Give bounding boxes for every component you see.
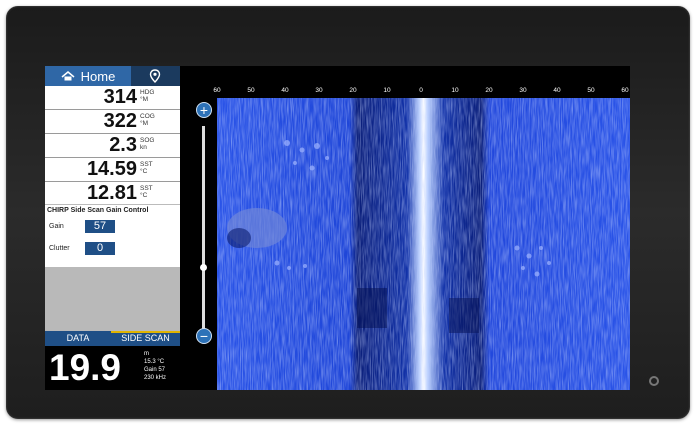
reading-speed: 2.3 SOG kn xyxy=(45,134,180,158)
reading-course: 322 COG °M xyxy=(45,110,180,134)
scale-tick: 10 xyxy=(451,87,459,94)
scale-tick: 20 xyxy=(485,87,493,94)
reading-value: 14.59 xyxy=(86,158,137,180)
gain-control-title: CHIRP Side Scan Gain Control xyxy=(47,207,149,214)
gain-readout: Gain 57 xyxy=(144,367,166,373)
range-scale: 60 50 40 30 20 10 0 10 20 30 40 50 60 xyxy=(180,87,630,99)
screen: Home 314 HDG °M 322 COG °M 2.3 xyxy=(45,66,630,390)
depth-details: m 15.3 °C Gain 57 230 kHz xyxy=(144,350,166,382)
reading-label: SOG kn xyxy=(140,137,155,151)
sonar-imagery xyxy=(217,98,630,390)
water-temperature: 15.3 °C xyxy=(144,359,165,365)
depth-panel: 19.9 m 15.3 °C Gain 57 230 kHz xyxy=(45,346,180,390)
scale-tick: 60 xyxy=(621,87,629,94)
gain-label: Gain xyxy=(49,223,64,230)
reading-sea-temp-2: 12.81 SST °C xyxy=(45,182,180,206)
location-pin-icon[interactable] xyxy=(149,69,161,83)
reading-value: 2.3 xyxy=(109,134,137,156)
scale-tick: 60 xyxy=(213,87,221,94)
reading-label: HDG °M xyxy=(140,89,155,103)
gain-control-panel: CHIRP Side Scan Gain Control Gain 57 Clu… xyxy=(45,204,180,267)
scale-tick: 20 xyxy=(349,87,357,94)
zoom-slider-track[interactable] xyxy=(202,126,205,334)
depth-unit: m xyxy=(144,351,149,357)
depth-value: 19.9 xyxy=(49,347,122,388)
side-scan-view[interactable]: 60 50 40 30 20 10 0 10 20 30 40 50 60 xyxy=(180,66,630,390)
zoom-slider-handle[interactable] xyxy=(200,264,207,271)
power-button[interactable] xyxy=(649,376,659,386)
readings-list: 314 HDG °M 322 COG °M 2.3 SOG kn 14.59 xyxy=(45,86,180,206)
reading-value: 12.81 xyxy=(86,182,137,204)
tab-side-scan[interactable]: SIDE SCAN xyxy=(111,331,180,346)
zoom-in-button[interactable]: + xyxy=(196,102,212,118)
reading-value: 314 xyxy=(103,86,137,108)
reading-sea-temp: 14.59 SST °C xyxy=(45,158,180,182)
reading-label: SST °C xyxy=(140,185,153,199)
clutter-label: Clutter xyxy=(49,245,70,252)
reading-value: 322 xyxy=(103,110,137,132)
frequency-readout: 230 kHz xyxy=(144,375,167,381)
scale-tick: 50 xyxy=(587,87,595,94)
panel-tabs: DATA SIDE SCAN xyxy=(45,331,180,346)
scale-tick: 30 xyxy=(315,87,323,94)
zoom-out-button[interactable]: − xyxy=(196,328,212,344)
reading-heading: 314 HDG °M xyxy=(45,86,180,110)
tab-data[interactable]: DATA xyxy=(66,333,90,343)
home-icon xyxy=(61,71,75,81)
scale-tick: 30 xyxy=(519,87,527,94)
scale-tick: 40 xyxy=(281,87,289,94)
clutter-value-field[interactable]: 0 xyxy=(85,242,115,255)
scale-tick: 10 xyxy=(383,87,391,94)
scale-tick: 40 xyxy=(553,87,561,94)
data-panel: Home 314 HDG °M 322 COG °M 2.3 xyxy=(45,66,180,390)
top-bar: Home xyxy=(45,66,180,86)
sonar-image xyxy=(217,98,630,390)
gain-value-field[interactable]: 57 xyxy=(85,220,115,233)
scale-tick: 0 xyxy=(419,87,423,94)
reading-label: SST °C xyxy=(140,161,153,175)
home-label: Home xyxy=(80,68,116,84)
reading-label: COG °M xyxy=(140,113,155,127)
home-button[interactable]: Home xyxy=(45,66,131,86)
scale-tick: 50 xyxy=(247,87,255,94)
